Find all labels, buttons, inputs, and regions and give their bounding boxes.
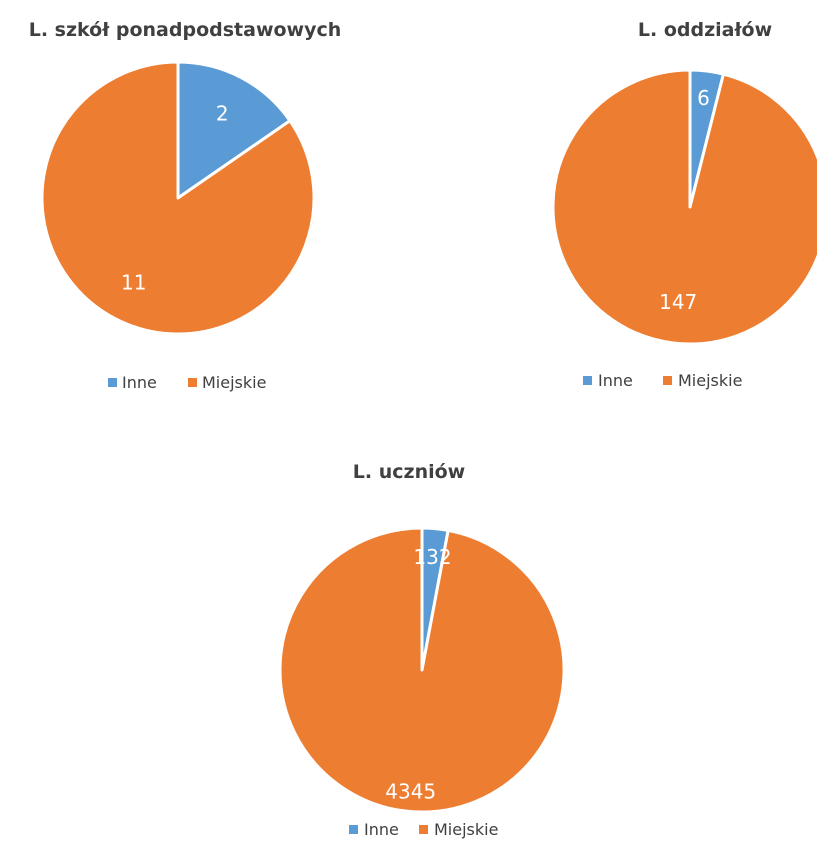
data-label-inne: 2 — [216, 102, 229, 126]
pie-slices — [551, 68, 817, 346]
chart-schools: L. szkół ponadpodstawowych 2 11 Inne Miej… — [29, 19, 342, 392]
chart-title: L. szkół ponadpodstawowych — [29, 19, 342, 41]
legend: Inne Miejskie — [583, 371, 742, 390]
pie-slice-miejskie — [551, 68, 817, 346]
legend-label-miejskie: Miejskie — [434, 820, 498, 839]
legend-swatch-inne — [349, 825, 358, 834]
data-label-inne: 132 — [413, 545, 451, 569]
data-labels: 6 147 — [659, 86, 710, 314]
data-labels: 2 11 — [121, 102, 229, 295]
chart-students: L. uczniów 132 4345 Inne Miejskie — [278, 461, 566, 839]
legend-label-inne: Inne — [364, 820, 399, 839]
pie-slice-miejskie — [40, 60, 316, 336]
chart-branches: L. oddziałów 6 147 Inne Miejskie — [551, 19, 817, 390]
legend-swatch-miejskie — [419, 825, 428, 834]
pie-slices — [40, 60, 316, 336]
legend: Inne Miejskie — [108, 373, 266, 392]
legend-swatch-miejskie — [188, 378, 197, 387]
legend-swatch-miejskie — [663, 376, 672, 385]
data-label-miejskie: 147 — [659, 290, 697, 314]
pie-slices — [278, 526, 566, 814]
data-label-inne: 6 — [697, 86, 710, 110]
pie-slice-inne — [176, 60, 292, 200]
pie-slice-miejskie — [278, 526, 566, 814]
legend-label-miejskie: Miejskie — [202, 373, 266, 392]
chart-title: L. uczniów — [353, 461, 465, 483]
legend-swatch-inne — [108, 378, 117, 387]
legend-label-miejskie: Miejskie — [678, 371, 742, 390]
data-label-miejskie: 4345 — [385, 780, 436, 804]
data-label-miejskie: 11 — [121, 270, 146, 294]
legend-swatch-inne — [583, 376, 592, 385]
legend-label-inne: Inne — [122, 373, 157, 392]
data-labels: 132 4345 — [385, 545, 451, 804]
legend: Inne Miejskie — [349, 820, 498, 839]
legend-label-inne: Inne — [598, 371, 633, 390]
chart-title: L. oddziałów — [638, 19, 772, 41]
